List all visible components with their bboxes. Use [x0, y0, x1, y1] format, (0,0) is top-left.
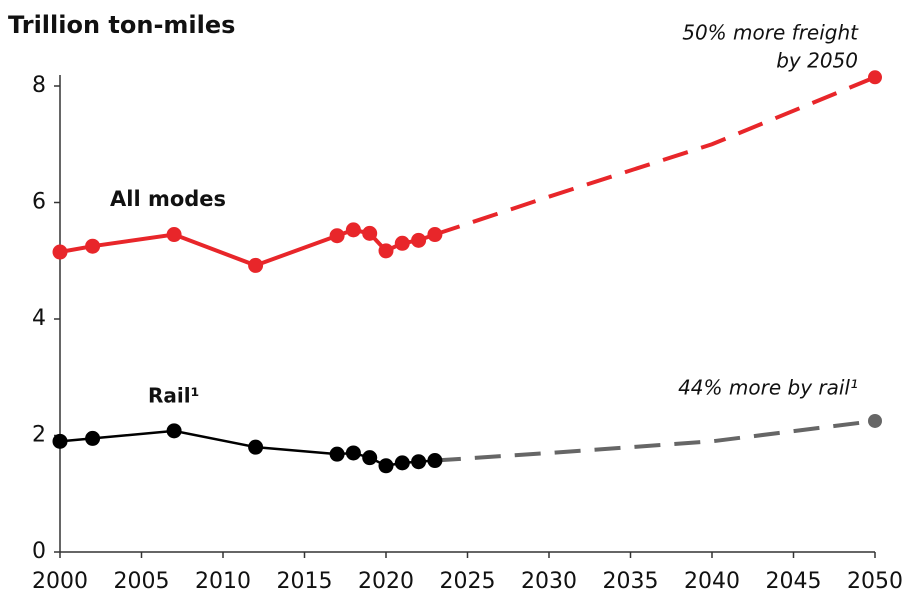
point — [329, 446, 345, 462]
point — [411, 454, 427, 470]
chart-title: Trillion ton-miles — [8, 11, 235, 39]
projection-end-marker — [868, 413, 882, 428]
point — [394, 455, 410, 471]
point — [394, 235, 410, 251]
series-line — [59, 227, 436, 268]
point — [411, 232, 427, 248]
x-tick-label: 2015 — [277, 569, 333, 594]
projection-line — [434, 418, 876, 463]
point — [345, 222, 361, 238]
point — [166, 227, 182, 243]
point — [248, 257, 264, 273]
x-tick-label: 2050 — [847, 569, 903, 594]
point — [85, 430, 101, 446]
annotation: 44% more by rail¹ — [678, 376, 858, 400]
point — [427, 453, 443, 469]
point — [378, 243, 394, 259]
y-tick-label: 8 — [32, 73, 46, 98]
point — [362, 225, 378, 241]
x-tick-label: 2020 — [358, 569, 414, 594]
y-tick-label: 0 — [32, 539, 46, 564]
y-tick-label: 6 — [32, 190, 46, 215]
x-tick-label: 2030 — [521, 569, 577, 594]
point — [52, 244, 68, 260]
projection-line — [434, 75, 876, 237]
x-tick-label: 2040 — [684, 569, 740, 594]
point — [52, 433, 68, 449]
point — [248, 439, 264, 455]
y-tick-label: 2 — [32, 423, 46, 448]
x-tick-label: 2005 — [114, 569, 170, 594]
x-tick-label: 2035 — [603, 569, 659, 594]
point — [329, 228, 345, 244]
series-line — [59, 429, 435, 468]
x-tick-label: 2000 — [32, 569, 88, 594]
series-label: All modes — [110, 187, 226, 211]
point — [362, 450, 378, 466]
point — [85, 238, 101, 254]
point — [427, 227, 443, 243]
x-tick-label: 2025 — [440, 569, 496, 594]
point — [345, 445, 361, 461]
projection-end-marker — [868, 70, 882, 85]
annotation: 50% more freight — [682, 21, 859, 45]
y-tick-label: 4 — [32, 306, 46, 331]
point — [166, 423, 182, 439]
series-label: Rail¹ — [148, 384, 199, 408]
annotation: by 2050 — [776, 49, 858, 73]
x-tick-label: 2045 — [766, 569, 822, 594]
point — [378, 458, 394, 474]
x-tick-label: 2010 — [195, 569, 251, 594]
